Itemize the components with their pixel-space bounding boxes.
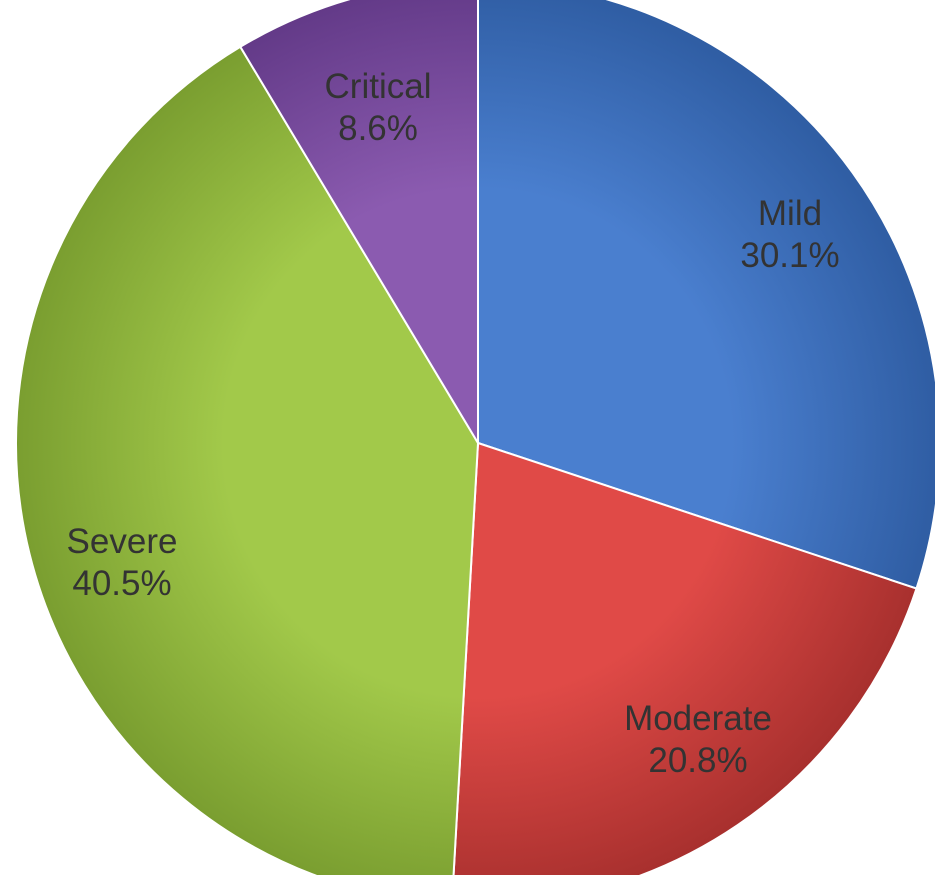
pie-slice-severe [15,45,480,875]
slice-percent-severe: 40.5% [72,564,171,603]
labels-layer: Mild 30.1% Moderate 20.8% Severe 40.5% Critica… [67,67,840,780]
slice-category-severe: Severe [67,522,178,561]
slice-label-moderate: Moderate 20.8% [624,699,772,780]
slice-percent-critical: 8.6% [338,109,418,148]
slice-category-moderate: Moderate [624,699,772,738]
pie-slice-mild [477,0,935,590]
slice-category-critical: Critical [325,67,432,106]
slice-label-mild: Mild 30.1% [740,194,839,275]
slice-category-mild: Mild [758,194,822,233]
slices-layer [15,0,935,875]
slice-percent-moderate: 20.8% [648,741,747,780]
pie-slice-moderate [452,441,918,875]
slice-percent-mild: 30.1% [740,236,839,275]
slice-label-severe: Severe 40.5% [67,522,178,603]
slice-label-critical: Critical 8.6% [325,67,432,148]
pie-slice-critical [238,0,479,447]
